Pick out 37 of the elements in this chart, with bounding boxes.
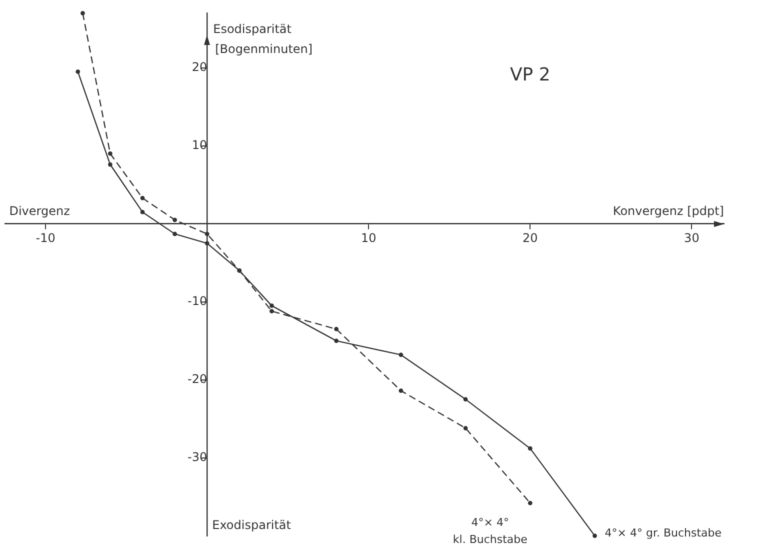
point [528, 446, 532, 451]
x-tick-label: 30 [684, 231, 700, 246]
point [140, 196, 145, 200]
series-label: 4°× 4° kl. Buchstabe [452, 516, 528, 546]
x-tick-label: 10 [361, 231, 376, 246]
point [140, 210, 145, 214]
annotation: Exodisparität [212, 518, 292, 532]
point [270, 304, 274, 308]
point [204, 232, 210, 236]
y-axis-title: Esodisparität [Bogenminuten] [213, 22, 313, 56]
point [528, 500, 532, 506]
point [204, 241, 210, 246]
point [108, 162, 112, 167]
point [80, 11, 85, 16]
text: VP 2 [510, 64, 550, 86]
y-tick-label: 10 [192, 138, 208, 152]
y-tick-label: 20 [192, 60, 208, 74]
point [398, 388, 404, 393]
point [463, 397, 468, 402]
annotation: Divergenz [9, 204, 70, 218]
y-tick-label: -20 [188, 372, 208, 386]
point [398, 352, 404, 358]
point [172, 232, 178, 236]
y-tick-label: -10 [188, 294, 208, 308]
point [334, 338, 339, 343]
series-label: 4°× 4° gr. Buchstabe [604, 526, 722, 540]
x-tick-label: -10 [36, 231, 56, 246]
point [334, 326, 339, 332]
point [172, 218, 178, 222]
point [76, 70, 80, 74]
point [463, 426, 468, 430]
x-tick-label: 20 [522, 231, 538, 246]
y-tick-label: -30 [188, 450, 208, 464]
point [592, 534, 597, 538]
point [108, 151, 112, 156]
x-axis-title: Konvergenz [pdpt] [612, 204, 724, 218]
point [270, 308, 274, 314]
